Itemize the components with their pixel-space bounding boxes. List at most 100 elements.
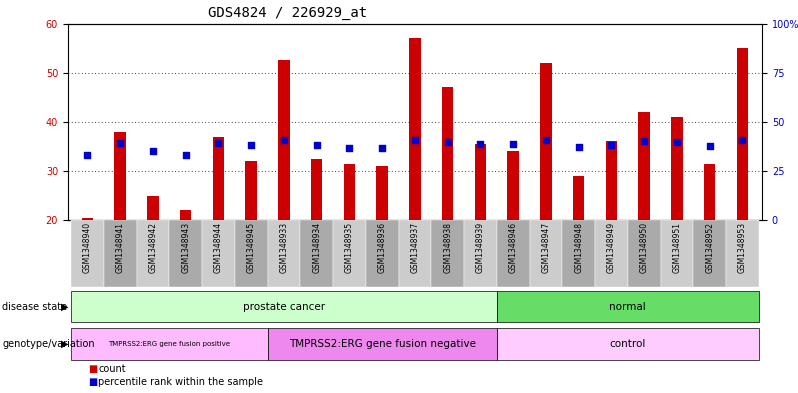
Text: TMPRSS2:ERG gene fusion negative: TMPRSS2:ERG gene fusion negative	[289, 339, 476, 349]
Bar	[377, 166, 388, 220]
Bar	[267, 328, 497, 360]
Text: count: count	[98, 364, 126, 375]
Bar	[333, 220, 365, 287]
Point	[605, 142, 618, 149]
Text: TMPRSS2:ERG gene fusion positive: TMPRSS2:ERG gene fusion positive	[109, 341, 231, 347]
Point	[507, 141, 519, 147]
Text: prostate cancer: prostate cancer	[243, 301, 325, 312]
Bar	[432, 220, 464, 287]
Text: GSM1348938: GSM1348938	[443, 222, 452, 273]
Bar	[628, 220, 661, 287]
Text: GSM1348951: GSM1348951	[673, 222, 681, 273]
Text: GSM1348943: GSM1348943	[181, 222, 190, 273]
Text: GSM1348939: GSM1348939	[476, 222, 485, 273]
Bar	[71, 328, 267, 360]
Point	[180, 152, 192, 158]
Bar	[595, 220, 628, 287]
Bar	[508, 151, 519, 220]
Bar	[606, 141, 617, 220]
Text: GSM1348941: GSM1348941	[116, 222, 124, 273]
Bar	[497, 220, 530, 287]
Bar	[267, 220, 300, 287]
Bar	[114, 132, 126, 220]
Point	[147, 148, 160, 154]
Text: GSM1348946: GSM1348946	[508, 222, 518, 273]
Bar	[169, 220, 202, 287]
Text: GSM1348950: GSM1348950	[640, 222, 649, 273]
Text: percentile rank within the sample: percentile rank within the sample	[98, 377, 263, 387]
Text: GSM1348948: GSM1348948	[575, 222, 583, 273]
Bar	[213, 136, 224, 220]
Text: GSM1348942: GSM1348942	[148, 222, 157, 273]
Bar	[71, 290, 497, 322]
Bar	[540, 63, 551, 220]
Bar	[148, 195, 159, 220]
Point	[474, 141, 487, 147]
Bar	[344, 163, 355, 220]
Bar	[136, 220, 169, 287]
Text: GDS4824 / 226929_at: GDS4824 / 226929_at	[207, 6, 367, 20]
Bar	[530, 220, 563, 287]
Bar	[300, 220, 333, 287]
Bar	[671, 117, 682, 220]
Bar	[235, 220, 267, 287]
Point	[638, 138, 650, 145]
Text: ▶: ▶	[61, 301, 68, 312]
Point	[539, 136, 552, 143]
Bar	[365, 220, 398, 287]
Text: control: control	[610, 339, 646, 349]
Text: disease state: disease state	[2, 301, 68, 312]
Bar	[475, 144, 486, 220]
Point	[703, 143, 716, 149]
Point	[212, 140, 225, 147]
Bar	[497, 290, 759, 322]
Point	[114, 140, 127, 147]
Bar	[638, 112, 650, 220]
Bar	[409, 38, 421, 220]
Bar	[398, 220, 432, 287]
Bar	[246, 161, 257, 220]
Point	[245, 142, 258, 149]
Point	[736, 136, 749, 143]
Bar	[497, 328, 759, 360]
Point	[376, 145, 389, 151]
Bar	[563, 220, 595, 287]
Bar	[737, 48, 749, 220]
Text: GSM1348937: GSM1348937	[410, 222, 420, 273]
Bar	[180, 210, 192, 220]
Text: GSM1348936: GSM1348936	[377, 222, 387, 273]
Text: GSM1348935: GSM1348935	[345, 222, 354, 273]
Point	[343, 145, 356, 151]
Text: GSM1348934: GSM1348934	[312, 222, 322, 273]
Text: GSM1348947: GSM1348947	[542, 222, 551, 273]
Bar	[704, 163, 716, 220]
Text: ■: ■	[88, 364, 97, 375]
Point	[81, 152, 94, 158]
Bar	[464, 220, 497, 287]
Bar	[104, 220, 136, 287]
Text: GSM1348953: GSM1348953	[738, 222, 747, 273]
Bar	[693, 220, 726, 287]
Point	[310, 142, 323, 149]
Bar	[81, 218, 93, 220]
Bar	[573, 176, 584, 220]
Bar	[311, 159, 322, 220]
Bar	[442, 87, 453, 220]
Text: GSM1348944: GSM1348944	[214, 222, 223, 273]
Bar	[279, 61, 290, 220]
Text: ▶: ▶	[61, 339, 68, 349]
Text: ■: ■	[88, 377, 97, 387]
Point	[670, 140, 683, 146]
Text: GSM1348949: GSM1348949	[607, 222, 616, 273]
Text: GSM1348933: GSM1348933	[279, 222, 288, 273]
Text: GSM1348952: GSM1348952	[705, 222, 714, 273]
Text: GSM1348945: GSM1348945	[247, 222, 255, 273]
Bar	[71, 220, 104, 287]
Text: GSM1348940: GSM1348940	[83, 222, 92, 273]
Point	[441, 140, 454, 146]
Text: normal: normal	[610, 301, 646, 312]
Text: genotype/variation: genotype/variation	[2, 339, 95, 349]
Bar	[661, 220, 693, 287]
Bar	[202, 220, 235, 287]
Point	[409, 136, 421, 143]
